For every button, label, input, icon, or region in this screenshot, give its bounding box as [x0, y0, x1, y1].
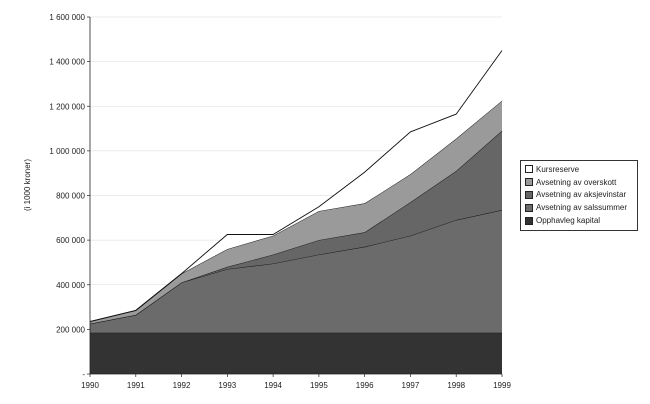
- y-tick-label: 1 000 000: [49, 147, 85, 156]
- y-tick-label: 1 200 000: [49, 102, 85, 111]
- y-tick-label: -: [82, 370, 85, 379]
- x-tick-label: 1994: [264, 381, 282, 390]
- x-tick-label: 1992: [173, 381, 191, 390]
- y-axis-label: (i 1000 kroner): [23, 159, 32, 211]
- legend-label: Avsetning av aksjevinstar: [536, 190, 627, 200]
- x-tick-label: 1999: [493, 381, 511, 390]
- x-tick-label: 1997: [402, 381, 420, 390]
- x-tick-label: 1998: [447, 381, 465, 390]
- legend-swatch: [525, 165, 533, 174]
- legend-label: Avsetning av overskott: [536, 177, 617, 187]
- x-tick-label: 1995: [310, 381, 328, 390]
- legend-swatch: [525, 203, 533, 212]
- legend-swatch: [525, 190, 533, 199]
- x-tick-label: 1990: [81, 381, 99, 390]
- legend-label: Kursreserve: [536, 164, 580, 174]
- area-opphavleg-kapital: [90, 332, 502, 374]
- legend-swatch: [525, 178, 533, 187]
- y-tick-label: 1 400 000: [49, 58, 85, 67]
- x-tick-label: 1993: [218, 381, 236, 390]
- legend-label: Avsetning av salssummer: [536, 203, 627, 213]
- y-tick-label: 800 000: [56, 192, 85, 201]
- legend-item: Avsetning av aksjevinstar: [525, 189, 633, 202]
- tick-labels: - 200 000 400 000 600 000 800 000 1 000 000 1 …: [49, 13, 511, 390]
- legend-item: Opphavleg kapital: [525, 214, 633, 227]
- x-tick-label: 1996: [356, 381, 374, 390]
- y-tick-label: 200 000: [56, 325, 85, 334]
- legend-swatch: [525, 216, 533, 225]
- x-tick-label: 1991: [127, 381, 145, 390]
- area-avsetning-av-salssummer: [90, 210, 502, 333]
- y-tick-label: 400 000: [56, 281, 85, 290]
- axes: [87, 16, 503, 377]
- y-tick-label: 600 000: [56, 236, 85, 245]
- area-avsetning-av-aksjevinstar: [90, 130, 502, 324]
- area-series: [89, 50, 503, 374]
- series-line: [89, 50, 503, 323]
- legend-item: Avsetning av overskott: [525, 176, 633, 189]
- legend-label: Opphavleg kapital: [536, 216, 601, 226]
- legend-item: Avsetning av salssummer: [525, 201, 633, 214]
- area-avsetning-av-overskott: [90, 100, 502, 324]
- y-tick-label: 1 600 000: [49, 13, 85, 22]
- legend: Kursreserve Avsetning av overskott Avsetni…: [520, 160, 638, 231]
- legend-item: Kursreserve: [525, 163, 633, 176]
